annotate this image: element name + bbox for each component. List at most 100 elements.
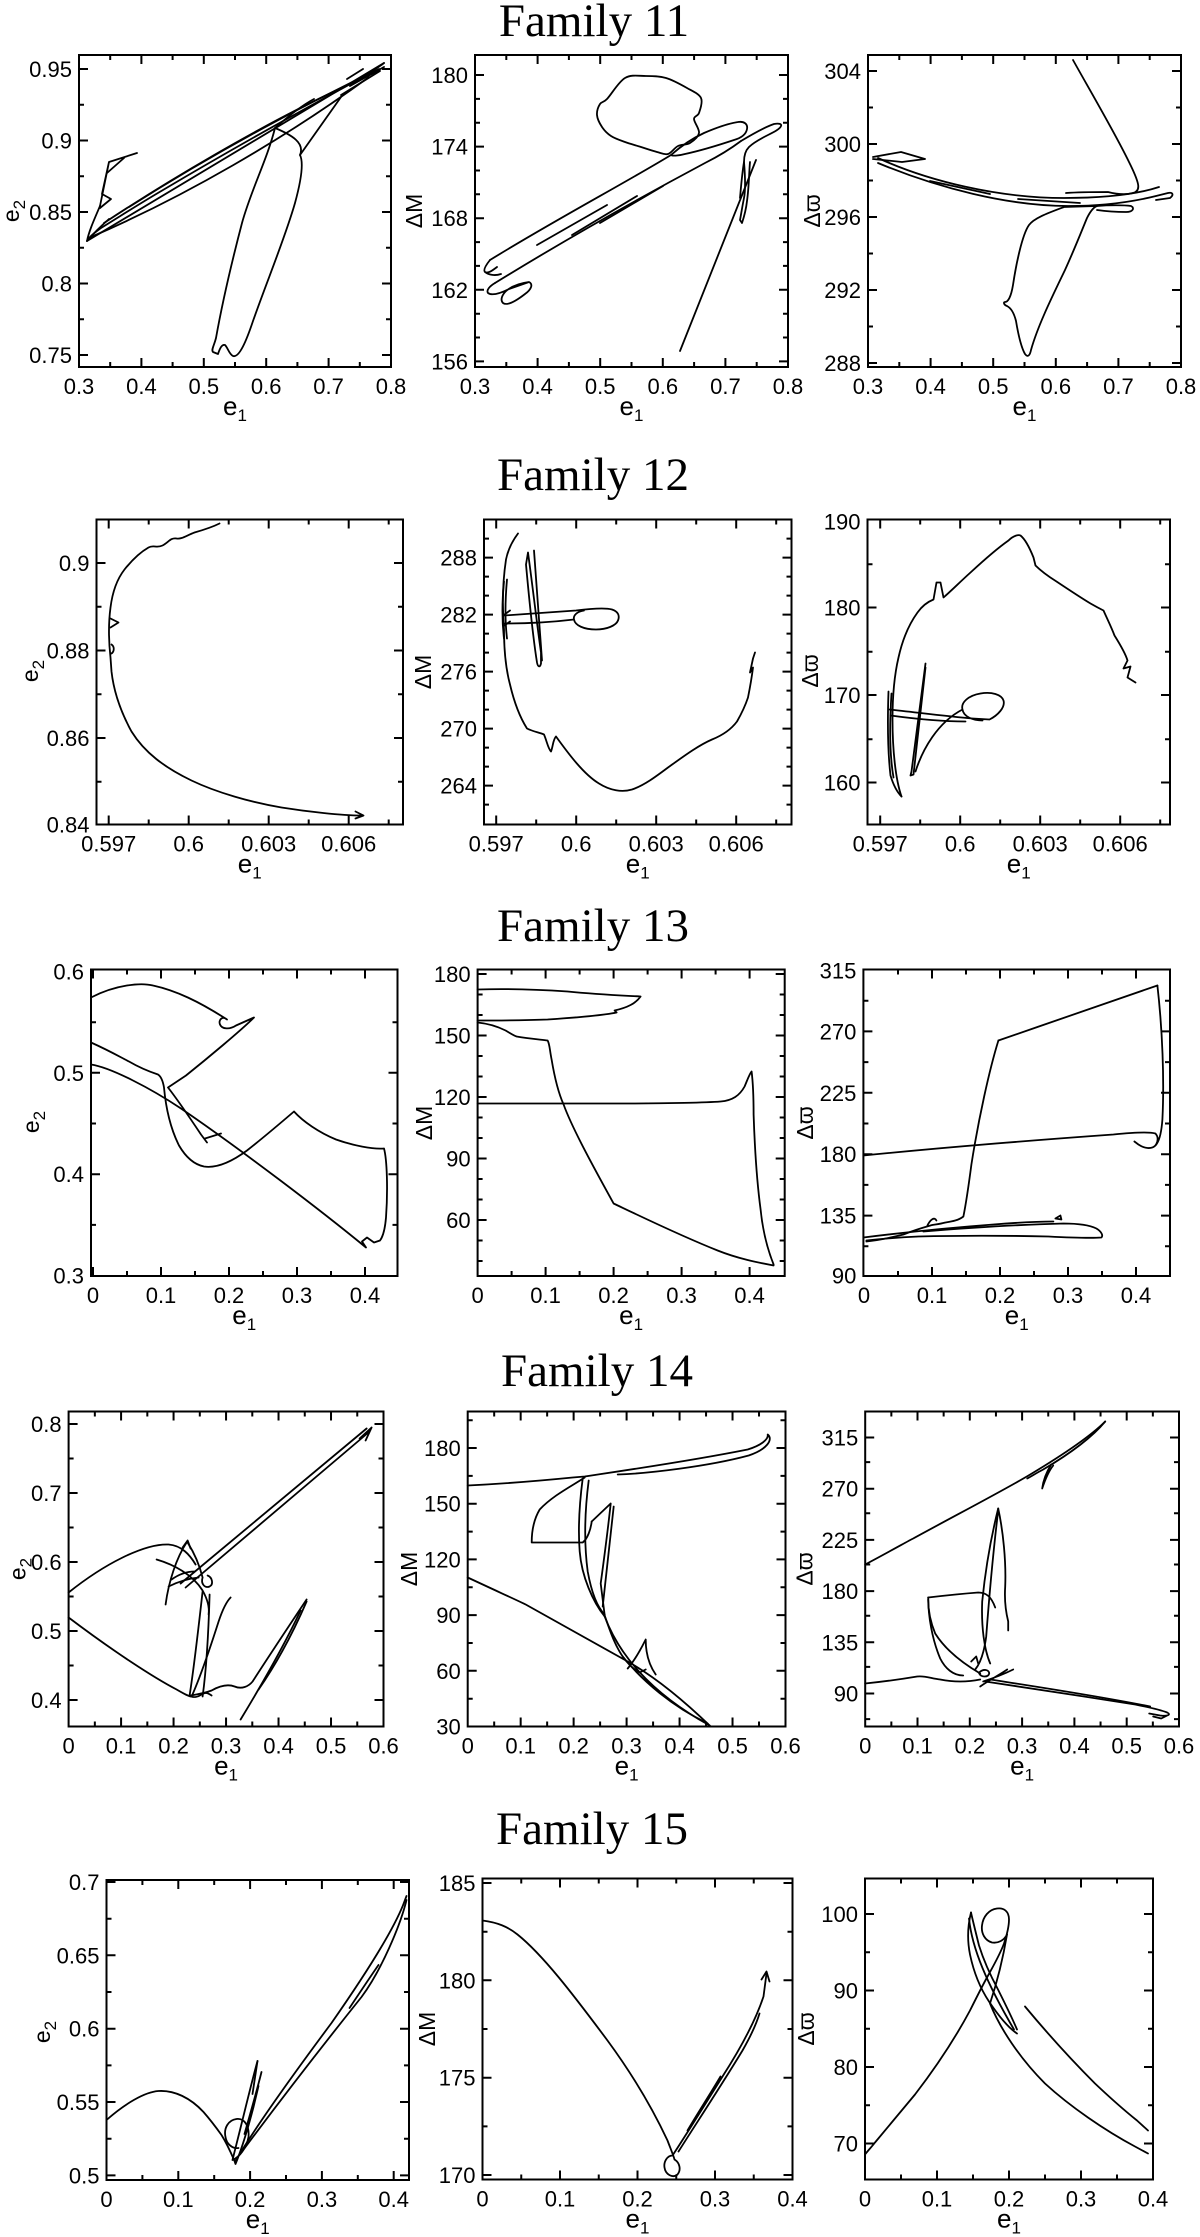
svg-text:ΔM: ΔM [414, 2012, 440, 2047]
svg-text:90: 90 [834, 1682, 858, 1707]
svg-text:0.2: 0.2 [598, 1283, 629, 1308]
svg-text:0: 0 [100, 2187, 112, 2212]
svg-text:0.2: 0.2 [985, 1283, 1016, 1308]
svg-text:0.7: 0.7 [710, 374, 741, 399]
svg-text:185: 185 [439, 1871, 476, 1896]
svg-text:170: 170 [439, 2163, 476, 2188]
svg-text:0.4: 0.4 [378, 2187, 409, 2212]
svg-text:0.4: 0.4 [734, 1283, 765, 1308]
svg-text:190: 190 [824, 510, 861, 535]
svg-text:180: 180 [434, 962, 471, 987]
svg-text:Δϖ: Δϖ [799, 194, 825, 227]
svg-text:0.1: 0.1 [917, 1283, 948, 1308]
svg-text:0.5: 0.5 [189, 374, 220, 399]
svg-text:0.3: 0.3 [307, 2187, 338, 2212]
svg-text:0.65: 0.65 [57, 1943, 100, 1968]
svg-text:0.603: 0.603 [241, 832, 296, 857]
svg-text:180: 180 [431, 63, 468, 88]
svg-text:0.5: 0.5 [1111, 1734, 1142, 1759]
svg-text:0.4: 0.4 [263, 1734, 294, 1759]
svg-text:0.6: 0.6 [251, 374, 282, 399]
svg-text:270: 270 [821, 1477, 858, 1502]
svg-text:0.2: 0.2 [994, 2187, 1025, 2212]
svg-text:0.6: 0.6 [945, 832, 976, 857]
svg-text:0.4: 0.4 [31, 1688, 62, 1713]
svg-text:0.2: 0.2 [622, 2187, 653, 2212]
svg-text:288: 288 [440, 546, 477, 571]
svg-text:60: 60 [436, 1659, 460, 1684]
svg-text:0.3: 0.3 [64, 374, 95, 399]
svg-text:0.3: 0.3 [1007, 1734, 1038, 1759]
svg-text:0: 0 [471, 1283, 483, 1308]
svg-text:0: 0 [859, 2187, 871, 2212]
svg-text:0.6: 0.6 [69, 2017, 100, 2042]
svg-text:0.1: 0.1 [163, 2187, 194, 2212]
svg-text:0.5: 0.5 [717, 1734, 748, 1759]
svg-text:180: 180 [439, 1968, 476, 1993]
svg-text:0.4: 0.4 [350, 1283, 381, 1308]
svg-text:0.597: 0.597 [81, 832, 136, 857]
svg-text:0.6: 0.6 [368, 1734, 399, 1759]
svg-text:150: 150 [434, 1024, 471, 1049]
svg-text:0.6: 0.6 [1164, 1734, 1195, 1759]
svg-text:0.603: 0.603 [629, 832, 684, 857]
svg-text:0.5: 0.5 [978, 374, 1009, 399]
svg-text:0.6: 0.6 [561, 832, 592, 857]
svg-text:0.2: 0.2 [955, 1734, 986, 1759]
svg-text:0.84: 0.84 [47, 813, 90, 838]
svg-text:0.5: 0.5 [585, 374, 616, 399]
svg-text:175: 175 [439, 2066, 476, 2091]
svg-text:276: 276 [440, 660, 477, 685]
svg-text:0.1: 0.1 [505, 1734, 536, 1759]
svg-text:0.6: 0.6 [31, 1550, 62, 1575]
svg-text:180: 180 [824, 596, 861, 621]
svg-text:0.5: 0.5 [53, 1061, 84, 1086]
svg-text:270: 270 [820, 1019, 857, 1044]
svg-text:Δϖ: Δϖ [792, 1106, 818, 1139]
svg-text:120: 120 [424, 1547, 461, 1572]
svg-text:174: 174 [431, 135, 468, 160]
svg-text:0.4: 0.4 [915, 374, 946, 399]
svg-text:0.9: 0.9 [59, 551, 90, 576]
svg-text:0.3: 0.3 [53, 1264, 84, 1289]
svg-text:30: 30 [436, 1715, 460, 1740]
svg-text:0.85: 0.85 [29, 200, 72, 225]
svg-text:0.606: 0.606 [1093, 832, 1148, 857]
svg-text:0.603: 0.603 [1013, 832, 1068, 857]
svg-text:160: 160 [824, 771, 861, 796]
svg-text:296: 296 [824, 205, 861, 230]
svg-text:0.6: 0.6 [770, 1734, 801, 1759]
svg-text:0.4: 0.4 [1059, 1734, 1090, 1759]
svg-text:168: 168 [431, 206, 468, 231]
svg-text:0.6: 0.6 [1041, 374, 1072, 399]
svg-text:90: 90 [436, 1603, 460, 1628]
svg-text:0.7: 0.7 [69, 1870, 100, 1895]
svg-text:0.3: 0.3 [211, 1734, 242, 1759]
svg-text:0.3: 0.3 [666, 1283, 697, 1308]
svg-text:225: 225 [821, 1528, 858, 1553]
svg-text:0.4: 0.4 [522, 374, 553, 399]
svg-text:80: 80 [834, 2055, 858, 2080]
svg-text:300: 300 [824, 132, 861, 157]
svg-text:162: 162 [431, 278, 468, 303]
svg-text:0.8: 0.8 [773, 374, 804, 399]
svg-text:0.3: 0.3 [282, 1283, 313, 1308]
svg-text:70: 70 [834, 2132, 858, 2157]
svg-text:0.8: 0.8 [1166, 374, 1197, 399]
svg-text:0.4: 0.4 [1121, 1283, 1152, 1308]
svg-text:0.1: 0.1 [106, 1734, 137, 1759]
svg-text:180: 180 [424, 1436, 461, 1461]
svg-text:0.2: 0.2 [558, 1734, 589, 1759]
svg-text:0: 0 [859, 1734, 871, 1759]
svg-text:Family 14: Family 14 [501, 1345, 693, 1397]
svg-text:170: 170 [824, 683, 861, 708]
svg-text:282: 282 [440, 603, 477, 628]
svg-text:0.86: 0.86 [47, 726, 90, 751]
svg-text:156: 156 [431, 349, 468, 374]
svg-text:0.2: 0.2 [235, 2187, 266, 2212]
svg-text:315: 315 [821, 1426, 858, 1451]
svg-text:225: 225 [820, 1081, 857, 1106]
svg-text:0.4: 0.4 [126, 374, 157, 399]
svg-text:0.2: 0.2 [158, 1734, 189, 1759]
svg-text:ΔM: ΔM [401, 194, 427, 229]
